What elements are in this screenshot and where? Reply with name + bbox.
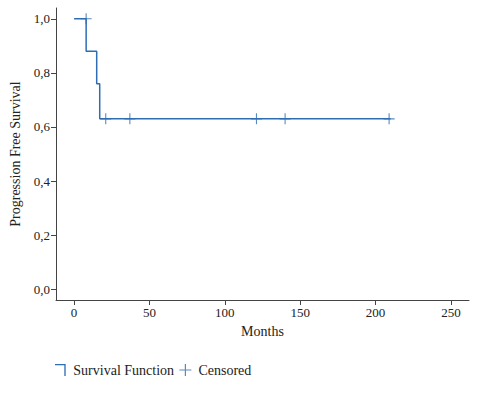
svg-text:Progression Free Survival: Progression Free Survival (8, 81, 23, 227)
svg-text:150: 150 (290, 305, 310, 320)
svg-text:100: 100 (215, 305, 235, 320)
svg-text:0,8: 0,8 (34, 65, 50, 80)
svg-text:200: 200 (366, 305, 386, 320)
svg-text:Censored: Censored (198, 363, 251, 378)
svg-text:Survival Function: Survival Function (73, 363, 174, 378)
svg-text:0: 0 (71, 305, 78, 320)
svg-text:0,2: 0,2 (34, 228, 50, 243)
svg-text:0,6: 0,6 (34, 119, 51, 134)
svg-text:0,4: 0,4 (34, 174, 51, 189)
svg-text:50: 50 (143, 305, 156, 320)
svg-text:Months: Months (241, 324, 284, 339)
svg-text:1,0: 1,0 (34, 11, 50, 26)
svg-text:0,0: 0,0 (34, 282, 50, 297)
svg-text:250: 250 (441, 305, 461, 320)
